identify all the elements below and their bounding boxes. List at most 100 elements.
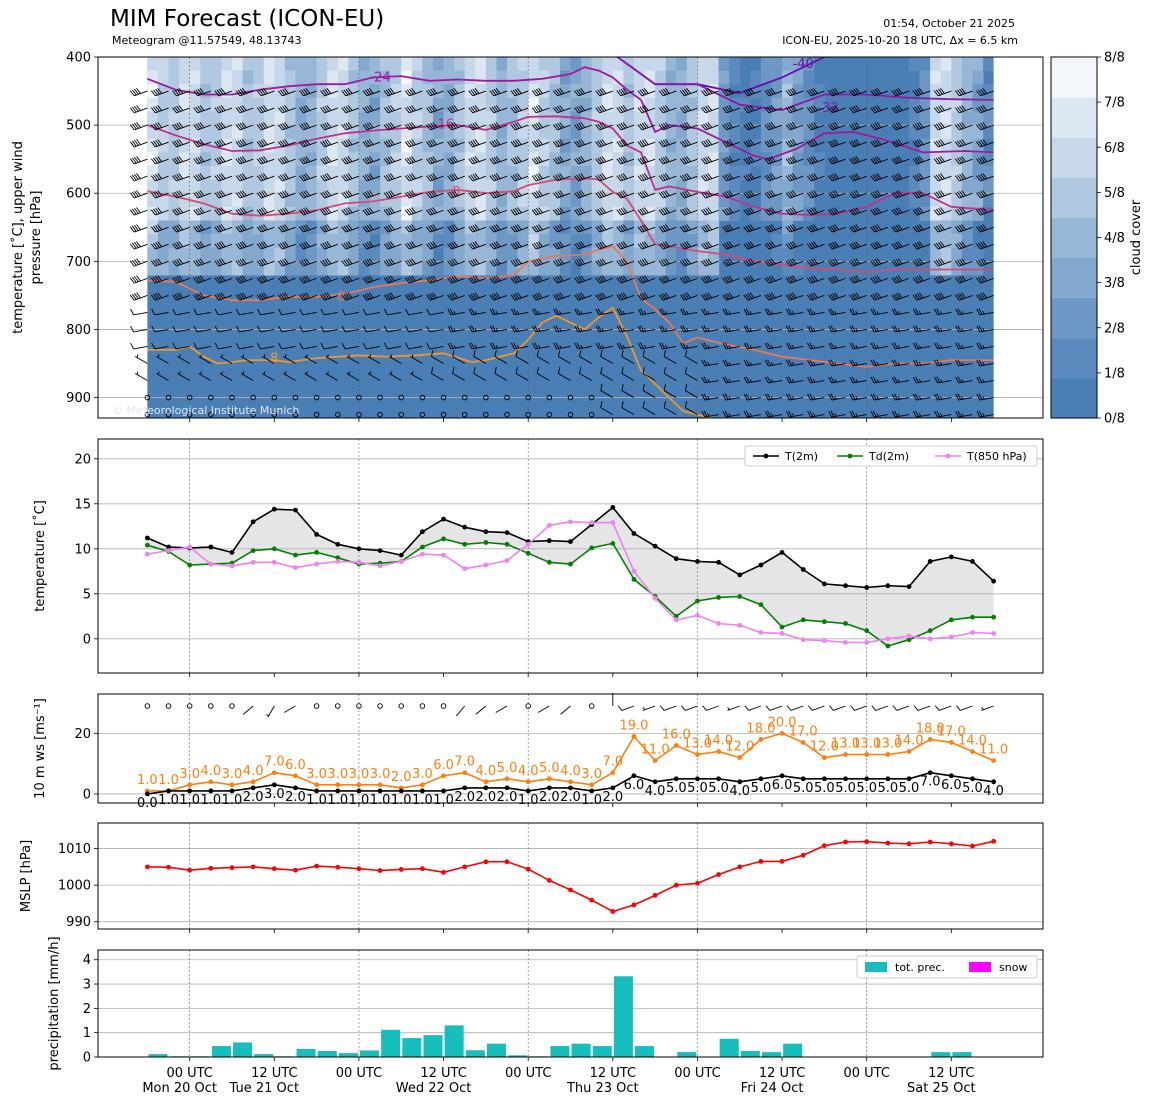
- cloud-cell: [602, 138, 614, 153]
- y-tick-label: 600: [66, 187, 91, 202]
- barb-staff: [852, 414, 867, 418]
- barb-feather: [150, 158, 156, 165]
- barb-staff: [282, 192, 296, 199]
- barb-staff: [832, 124, 846, 131]
- barb-staff: [705, 192, 719, 199]
- barb-feather: [426, 325, 431, 333]
- cloud-cell: [390, 206, 402, 221]
- barb-feather: [277, 226, 283, 233]
- barb-feather: [303, 105, 309, 112]
- barb-feather: [785, 226, 791, 233]
- upper-wind-barb: [722, 173, 740, 182]
- barb-staff: [345, 141, 360, 148]
- upper-wind-barb: [304, 371, 317, 381]
- barb-feather: [451, 88, 457, 95]
- barb-staff: [789, 141, 804, 148]
- barb-feather: [449, 276, 455, 283]
- barb-feather: [282, 293, 287, 299]
- barb-feather: [516, 258, 522, 265]
- cloud-cell: [612, 97, 624, 112]
- cloud-cell: [380, 261, 392, 276]
- barb-feather: [806, 175, 812, 182]
- upper-wind-barb: [489, 258, 508, 267]
- barb-feather: [426, 243, 431, 250]
- cloud-cell: [284, 125, 296, 140]
- barb-feather: [768, 293, 774, 299]
- barb-feather: [432, 88, 438, 94]
- cloud-cell: [454, 70, 466, 85]
- barb-staff: [366, 311, 381, 316]
- barb-staff: [789, 90, 804, 97]
- barb-staff: [451, 141, 465, 148]
- barb-feather: [383, 90, 389, 97]
- upper-wind-barb: [320, 173, 338, 182]
- barb-staff: [600, 407, 614, 415]
- barb-feather: [621, 384, 624, 391]
- barb-feather: [383, 124, 389, 131]
- barb-feather: [516, 139, 522, 145]
- barb-half-feather: [411, 354, 414, 358]
- cloud-cell: [633, 165, 646, 181]
- barb-feather: [130, 308, 134, 316]
- cloud-cell: [591, 138, 603, 153]
- barb-feather: [531, 175, 537, 182]
- cloud-cell: [581, 152, 593, 167]
- upper-wind-barb: [552, 207, 571, 216]
- barb-feather: [724, 242, 730, 249]
- barb-feather: [510, 277, 516, 284]
- calm-wind-circle: [229, 411, 235, 418]
- barb-staff: [895, 380, 910, 384]
- cloud-cell: [919, 57, 931, 72]
- barb-feather: [451, 242, 457, 248]
- barb-feather: [449, 174, 455, 181]
- barb-feather: [640, 308, 644, 315]
- barb-feather: [516, 156, 522, 162]
- cloud-cell: [475, 206, 487, 221]
- upper-wind-barb: [531, 122, 550, 131]
- upper-wind-barb: [684, 401, 698, 415]
- barb-feather: [897, 190, 903, 196]
- barb-feather: [660, 89, 666, 96]
- upper-wind-barb: [806, 275, 825, 284]
- barb-feather: [557, 208, 562, 214]
- cloud-cell: [623, 247, 635, 262]
- barb-feather: [597, 242, 603, 249]
- upper-wind-barb: [722, 122, 740, 131]
- upper-wind-barb: [764, 342, 783, 350]
- cloud-cell: [284, 234, 296, 249]
- barb-feather: [409, 122, 414, 129]
- barb-staff: [260, 175, 275, 182]
- upper-wind-barb: [600, 366, 614, 381]
- barb-staff: [810, 363, 825, 367]
- barb-staff: [874, 226, 889, 233]
- cloud-cell: [380, 165, 392, 181]
- barb-feather: [791, 258, 797, 265]
- barb-feather: [891, 192, 897, 199]
- barb-feather: [510, 158, 516, 165]
- cloud-cell: [983, 97, 995, 112]
- cloud-cell: [602, 152, 614, 167]
- barb-feather: [341, 124, 347, 131]
- barb-feather: [451, 105, 457, 112]
- upper-wind-barb: [468, 173, 487, 182]
- barb-staff: [831, 414, 846, 418]
- cloud-cell: [591, 97, 603, 112]
- barb-staff: [599, 175, 613, 182]
- barb-feather: [701, 325, 706, 333]
- barb-feather: [514, 242, 520, 248]
- barb-feather: [385, 106, 391, 113]
- upper-wind-barb: [447, 88, 465, 97]
- barb-feather: [282, 242, 287, 248]
- upper-wind-barb: [468, 308, 486, 316]
- upper-wind-barb: [515, 349, 529, 364]
- barb-feather: [662, 122, 668, 129]
- upper-wind-barb: [362, 292, 381, 301]
- barb-feather: [870, 294, 876, 301]
- upper-wind-barb: [701, 122, 719, 131]
- barb-feather: [918, 173, 924, 179]
- barb-feather: [916, 105, 922, 112]
- barb-staff: [684, 175, 698, 182]
- cloud-cell: [591, 206, 603, 221]
- cloud-cell: [655, 179, 667, 194]
- cloud-cell: [475, 179, 487, 194]
